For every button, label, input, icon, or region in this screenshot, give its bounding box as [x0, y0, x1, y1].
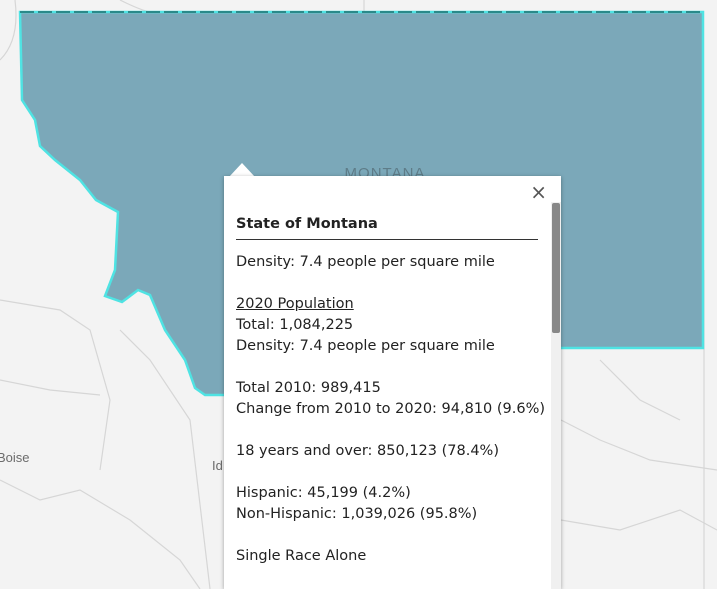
- scroll-thumb[interactable]: [552, 203, 560, 333]
- popup-paragraph: Hispanic: 45,199 (4.2%) Non-Hispanic: 1,0…: [236, 483, 546, 525]
- city-label: Boise: [0, 450, 30, 465]
- popup: × State of Montana Density: 7.4 people p…: [224, 176, 561, 589]
- city-label: Id: [212, 458, 223, 473]
- popup-line: Total 2010: 989,415: [236, 380, 381, 396]
- popup-line: Total: 1,084,225: [236, 317, 354, 333]
- popup-pointer: [229, 163, 255, 177]
- scrollbar[interactable]: [551, 202, 561, 589]
- popup-body: Density: 7.4 people per square mile 2020 …: [236, 252, 546, 588]
- popup-line: 18 years and over: 850,123 (78.4%): [236, 443, 499, 459]
- section-heading: 2020 Population: [236, 296, 354, 312]
- popup-paragraph: Single Race Alone: [236, 546, 546, 567]
- popup-line: Single Race Alone: [236, 548, 367, 564]
- close-button[interactable]: ×: [530, 180, 547, 204]
- popup-line: Density: 7.4 people per square mile: [236, 338, 495, 354]
- popup-line: Density: 7.4 people per square mile: [236, 254, 495, 270]
- popup-title: State of Montana: [236, 216, 538, 240]
- popup-paragraph: 18 years and over: 850,123 (78.4%): [236, 441, 546, 462]
- popup-line: Hispanic: 45,199 (4.2%): [236, 485, 411, 501]
- popup-line: Change from 2010 to 2020: 94,810 (9.6%): [236, 401, 546, 417]
- popup-paragraph: Density: 7.4 people per square mile: [236, 252, 546, 273]
- popup-paragraph: 2020 Population Total: 1,084,225 Density: …: [236, 294, 546, 357]
- popup-paragraph: Total 2010: 989,415 Change from 2010 to 2…: [236, 378, 546, 420]
- popup-line: Non-Hispanic: 1,039,026 (95.8%): [236, 506, 478, 522]
